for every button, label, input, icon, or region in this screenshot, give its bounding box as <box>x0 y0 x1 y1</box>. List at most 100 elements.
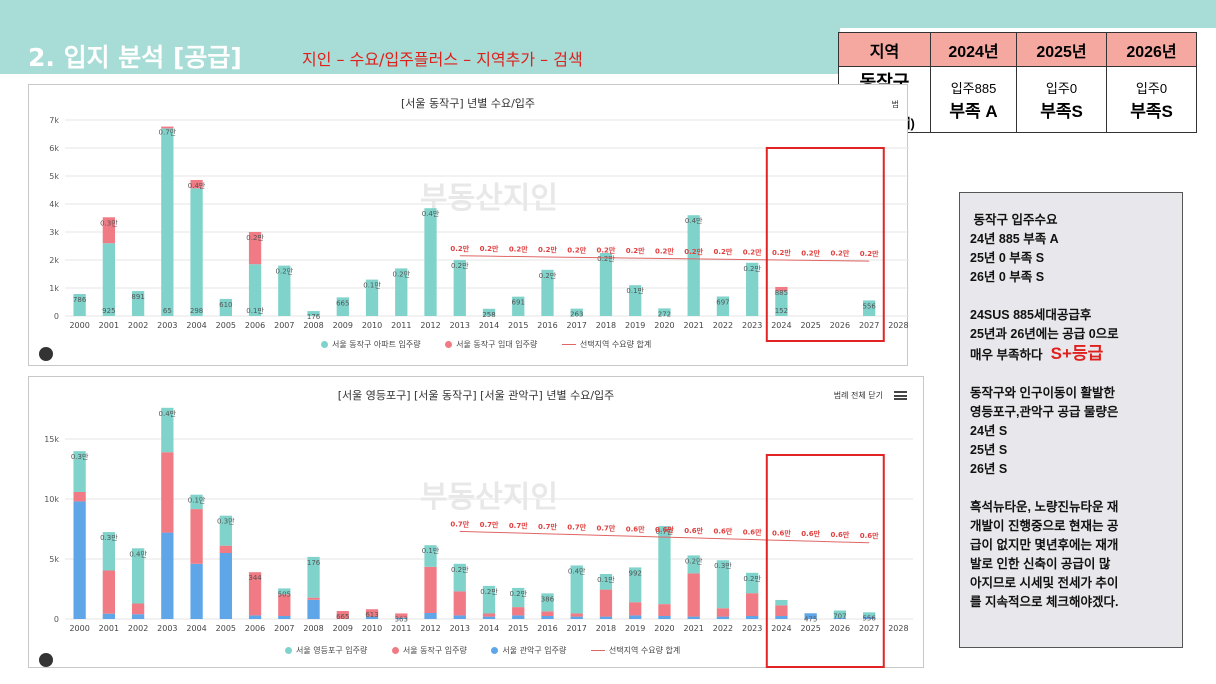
bar <box>716 608 730 617</box>
note-line <box>970 479 1172 498</box>
x-tick-label: 2025 <box>800 624 820 633</box>
x-tick-label: 2022 <box>713 624 733 633</box>
bar <box>190 563 203 619</box>
bar <box>424 545 437 567</box>
demand-label: 0.6만 <box>655 525 674 534</box>
legend-item[interactable]: 서울 영등포구 입주량 <box>285 646 367 655</box>
bar <box>365 616 379 619</box>
data-label: 0.2만 <box>276 267 294 276</box>
bar <box>248 264 262 316</box>
x-tick-label: 2003 <box>157 321 177 330</box>
x-tick-label: 2017 <box>567 624 587 633</box>
note-line: 발로 인한 신축이 공급이 많 <box>970 557 1111 571</box>
x-tick-label: 2011 <box>391 321 411 330</box>
demand-label: 0.7만 <box>538 522 557 531</box>
y-tick-label: 6k <box>49 144 59 153</box>
x-tick-label: 2008 <box>303 624 323 633</box>
x-tick-label: 2014 <box>479 321 499 330</box>
bar <box>278 588 291 595</box>
bar <box>248 232 262 265</box>
data-label: 258 <box>482 311 495 319</box>
bar <box>629 602 642 616</box>
bar <box>395 613 408 618</box>
bar <box>219 545 232 553</box>
bar <box>453 563 466 592</box>
data-label: 665 <box>336 299 349 307</box>
data-label: 691 <box>512 299 525 307</box>
x-tick-label: 2009 <box>333 321 353 330</box>
bar <box>570 613 583 617</box>
data-label: 556 <box>862 302 876 310</box>
demand-label: 0.2만 <box>743 248 762 257</box>
data-label: 0.2만 <box>597 254 615 263</box>
bar <box>278 265 291 316</box>
data-label: 0.3만 <box>714 561 732 570</box>
x-tick-label: 2001 <box>99 321 119 330</box>
bar <box>687 215 700 316</box>
x-tick-label: 2023 <box>742 624 762 633</box>
x-tick-label: 2024 <box>771 624 791 633</box>
data-label: 665 <box>336 613 349 621</box>
bar <box>190 179 203 189</box>
legend-item[interactable]: 서울 동작구 임대 입주량 <box>445 340 537 349</box>
x-tick-label: 2028 <box>888 624 908 633</box>
chart-three-districts: [서울 영등포구] [서울 동작구] [서울 관악구] 년별 수요/입주 범례 … <box>28 376 924 668</box>
bar <box>131 548 145 604</box>
bar <box>190 188 203 316</box>
brand-logo-icon <box>39 653 53 667</box>
bar <box>541 611 554 616</box>
note-line: 24년 885 부족 A <box>970 232 1059 246</box>
bar <box>658 604 671 616</box>
bar <box>541 616 554 619</box>
demand-label: 0.2만 <box>450 244 469 253</box>
data-label: 344 <box>248 574 262 582</box>
y-tick-label: 0 <box>54 615 59 624</box>
y-tick-label: 5k <box>49 172 59 181</box>
demand-label: 0.6만 <box>626 524 645 533</box>
x-tick-label: 2007 <box>274 624 294 633</box>
menu-icon[interactable] <box>894 391 907 400</box>
data-label: 0.3만 <box>100 218 118 227</box>
legend-item[interactable]: 선택지역 수요량 합계 <box>561 340 651 349</box>
data-label: 0.2만 <box>743 264 761 273</box>
legend-toggle-button[interactable]: 범 <box>891 100 899 109</box>
bar <box>73 293 86 316</box>
x-tick-label: 2026 <box>830 321 850 330</box>
x-tick-label: 2006 <box>245 624 265 633</box>
bar <box>453 591 466 616</box>
bar <box>482 616 496 619</box>
bar <box>102 532 116 571</box>
chart-svg: 0 1k 2k 3k 4k 5k 6k 7k 부동산지인 2000 786 2001 0.3만 925 20… <box>49 116 909 342</box>
chart-legend: 서울 동작구 아파트 입주량 서울 동작구 임대 입주량 선택지역 수요량 합계 <box>321 339 673 350</box>
legend-item[interactable]: 서울 관악구 입주량 <box>491 646 566 655</box>
y-tick-label: 1k <box>49 284 59 293</box>
bar <box>190 494 203 510</box>
legend-item[interactable]: 서울 동작구 아파트 입주량 <box>321 340 421 349</box>
data-label: 0.4만 <box>188 181 206 190</box>
analysis-notes: 동작구 입주수요 24년 885 부족 A 25년 0 부족 S 26년 0 부족 S… <box>959 192 1183 648</box>
demand-label: 0.2만 <box>801 248 820 257</box>
y-tick-label: 7k <box>49 116 59 125</box>
bar <box>512 296 525 316</box>
note-line: 급이 없지만 몇년후에는 재개 <box>970 538 1119 552</box>
demand-label: 0.2만 <box>684 247 703 256</box>
bar <box>424 208 437 316</box>
x-tick-label: 2014 <box>479 624 499 633</box>
bar <box>219 515 232 546</box>
x-tick-label: 2028 <box>888 321 908 330</box>
legend-item[interactable]: 선택지역 수요량 합계 <box>590 646 680 655</box>
bar <box>687 573 700 617</box>
legend-close-all-button[interactable]: 범례 전체 닫기 <box>833 391 883 400</box>
x-tick-label: 2027 <box>859 321 879 330</box>
data-label: 891 <box>131 293 144 301</box>
bar <box>336 297 349 316</box>
x-tick-label: 2008 <box>303 321 323 330</box>
bar <box>453 615 466 619</box>
legend-item[interactable]: 서울 동작구 입주량 <box>391 646 467 655</box>
y-tick-label: 2k <box>49 256 59 265</box>
demand-label: 0.2만 <box>597 246 616 255</box>
bar <box>307 556 320 598</box>
note-line: 25년 0 부족 S <box>970 251 1045 265</box>
note-line: 를 지속적으로 체크해야겠다. <box>970 595 1119 609</box>
grade-header-region: 지역 <box>838 32 931 67</box>
